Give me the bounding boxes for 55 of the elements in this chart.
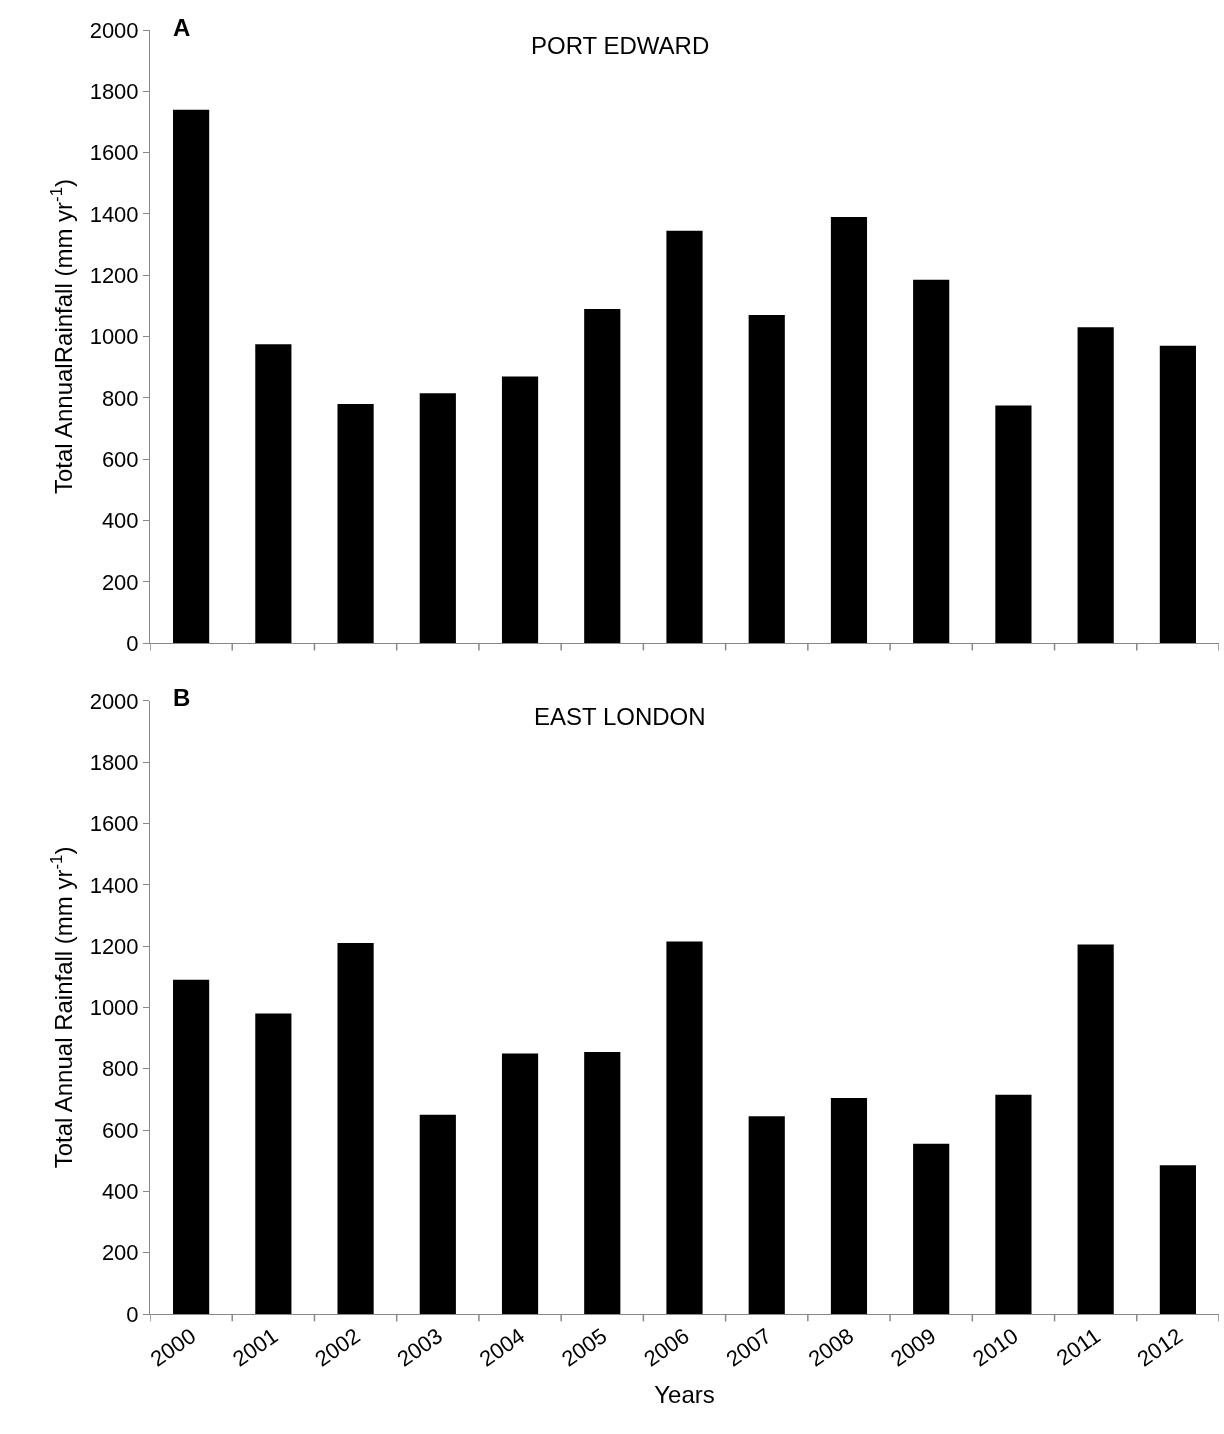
bar	[666, 230, 703, 644]
bar	[1159, 1165, 1196, 1314]
bar	[255, 344, 292, 644]
y-tick-label: 1200	[89, 262, 139, 288]
bar	[501, 376, 539, 644]
y-tick-label: 600	[101, 446, 139, 472]
bar	[173, 979, 210, 1314]
bar	[1159, 345, 1196, 644]
bar	[1077, 944, 1114, 1314]
bar	[995, 405, 1032, 644]
bar	[419, 1114, 456, 1314]
y-tick-label: 0	[126, 630, 139, 656]
y-tick-label: 1800	[89, 749, 139, 775]
bar	[748, 1116, 785, 1314]
bar	[748, 315, 785, 644]
bar	[830, 217, 868, 644]
y-tick-label: 1800	[89, 79, 139, 105]
y-tick-label: 800	[101, 385, 139, 411]
y-tick-label: 600	[101, 1117, 139, 1143]
bar	[337, 404, 374, 644]
y-tick-label: 200	[101, 569, 139, 595]
bar	[501, 1053, 539, 1314]
y-tick-label: 0	[126, 1301, 139, 1327]
y-tick-label: 400	[101, 508, 139, 534]
y-tick-label: 800	[101, 1056, 139, 1082]
bar	[830, 1097, 868, 1314]
chart-title: PORT EDWARD	[531, 32, 710, 59]
y-tick-label: 2000	[89, 17, 139, 43]
annotation: A	[173, 14, 191, 41]
x-tick-label: 2001	[228, 1323, 283, 1372]
x-axis-title: Years	[654, 1380, 715, 1408]
bar	[913, 1143, 950, 1314]
bar	[995, 1094, 1032, 1314]
y-tick-label: 1200	[89, 933, 139, 959]
y-tick-label: 1000	[89, 324, 139, 350]
bar	[584, 308, 621, 644]
chart-title: EAST LONDON	[534, 703, 706, 730]
x-tick-label: 2011	[1051, 1323, 1105, 1371]
y-tick-label: 200	[101, 1240, 139, 1266]
y-tick-label: 1600	[89, 140, 139, 166]
bar	[584, 1051, 621, 1314]
bar	[173, 109, 210, 644]
y-tick-label: 400	[101, 1179, 139, 1205]
y-tick-label: 2000	[89, 688, 139, 714]
bar	[913, 279, 950, 644]
bar	[337, 943, 374, 1314]
y-tick-label: 1400	[89, 872, 139, 898]
bar	[419, 393, 456, 644]
y-tick-label: 1400	[89, 201, 139, 227]
bar	[666, 941, 703, 1314]
bar	[255, 1013, 292, 1314]
y-tick-label: 1000	[89, 995, 139, 1021]
annotation: B	[173, 684, 191, 711]
y-tick-label: 1600	[89, 811, 139, 837]
bar	[1077, 327, 1114, 644]
